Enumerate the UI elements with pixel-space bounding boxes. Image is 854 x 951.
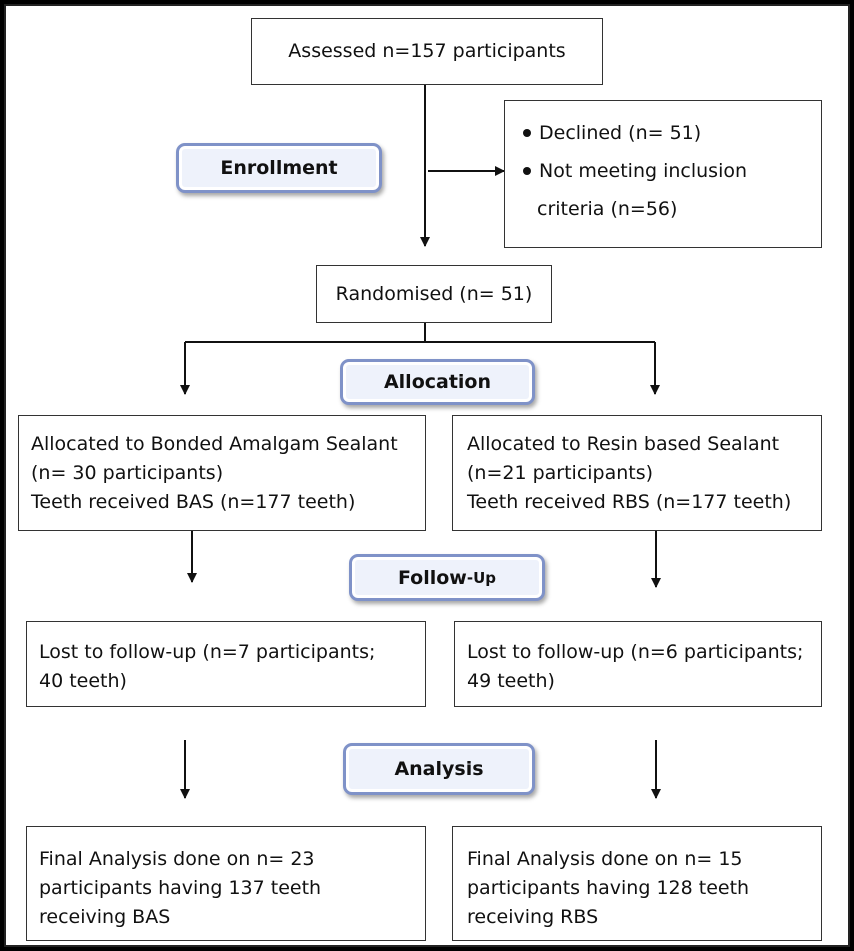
exclusion-item-declined: Declined (n= 51) (523, 114, 821, 152)
stage-follow-up: Follow -Up (349, 554, 545, 601)
left-allocated-box: Allocated to Bonded Amalgam Sealant (n= … (18, 415, 426, 531)
left-lost-box: Lost to follow-up (n=7 participants; 40 … (26, 621, 426, 707)
bullet-icon (523, 167, 531, 175)
left-final-box: Final Analysis done on n= 23 participant… (26, 826, 426, 941)
right-lost-box: Lost to follow-up (n=6 participants; 49 … (454, 621, 822, 707)
bullet-icon (523, 129, 531, 137)
assessed-label: Assessed n=157 participants (288, 40, 566, 62)
exclusion-item-not-meeting: Not meeting inclusion (523, 152, 821, 190)
exclusion-continuation: criteria (n=56) (537, 198, 678, 220)
stage-allocation: Allocation (340, 359, 535, 405)
stage-analysis: Analysis (343, 743, 535, 795)
exclusion-box: Declined (n= 51) Not meeting inclusion c… (504, 100, 822, 248)
right-allocated-box: Allocated to Resin based Sealant (n=21 p… (452, 415, 822, 531)
assessed-box: Assessed n=157 participants (251, 18, 603, 85)
randomised-box: Randomised (n= 51) (316, 265, 552, 323)
stage-enrollment: Enrollment (176, 143, 382, 193)
right-final-box: Final Analysis done on n= 15 participant… (452, 826, 822, 941)
randomised-label: Randomised (n= 51) (335, 282, 533, 305)
